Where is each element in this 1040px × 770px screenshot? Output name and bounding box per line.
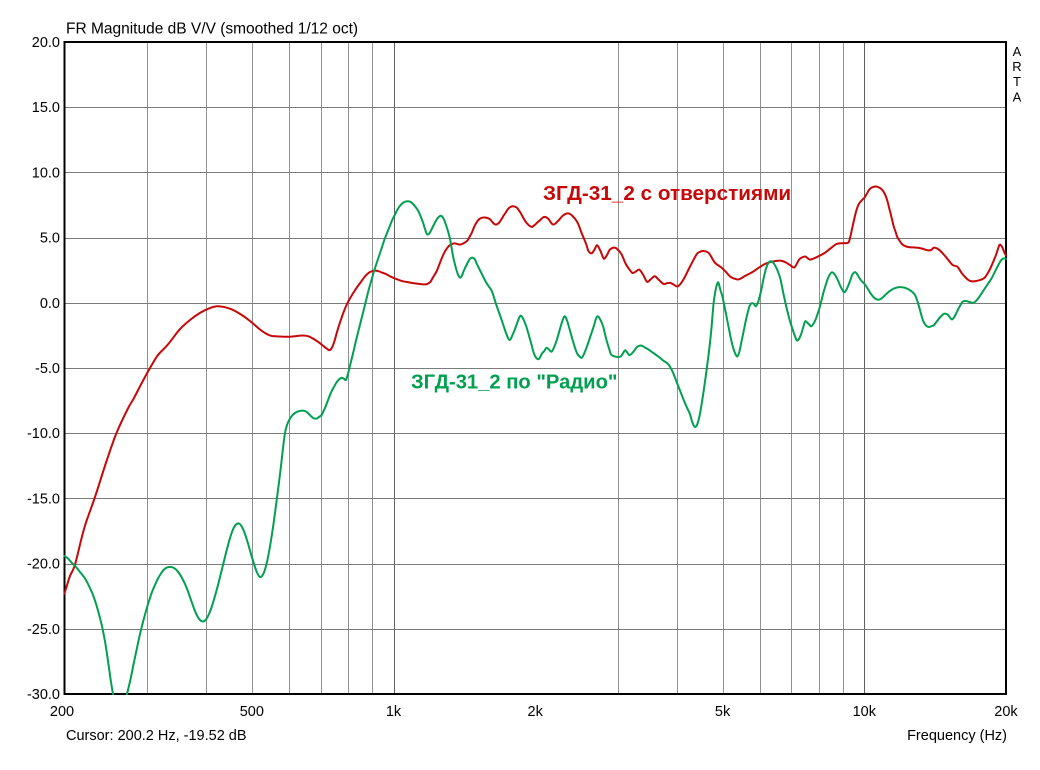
svg-text:A: A [1013,89,1022,104]
svg-text:-10.0: -10.0 [27,426,60,442]
svg-text:20.0: 20.0 [32,35,60,51]
svg-text:ЗГД-31_2 с отверстиями: ЗГД-31_2 с отверстиями [543,182,791,205]
svg-text:-25.0: -25.0 [27,622,60,638]
svg-text:200: 200 [50,704,74,720]
svg-text:15.0: 15.0 [32,100,60,116]
svg-text:ЗГД-31_2 по "Радио": ЗГД-31_2 по "Радио" [411,372,617,394]
svg-text:-30.0: -30.0 [27,687,60,703]
svg-text:-20.0: -20.0 [27,557,60,573]
svg-text:500: 500 [240,704,264,720]
svg-text:20k: 20k [994,704,1018,720]
svg-text:5k: 5k [715,704,731,720]
svg-text:1k: 1k [386,704,402,720]
svg-text:5.0: 5.0 [40,231,60,247]
svg-text:Frequency (Hz): Frequency (Hz) [907,728,1007,744]
svg-text:2k: 2k [528,704,544,720]
svg-text:Cursor: 200.2 Hz, -19.52 dB: Cursor: 200.2 Hz, -19.52 dB [66,728,247,744]
svg-text:A: A [1013,44,1022,59]
svg-text:T: T [1013,74,1021,89]
svg-text:0.0: 0.0 [40,296,60,312]
svg-text:10.0: 10.0 [32,165,60,181]
svg-text:10k: 10k [853,704,877,720]
svg-text:R: R [1012,59,1021,74]
svg-text:-5.0: -5.0 [35,361,60,377]
svg-text:-15.0: -15.0 [27,491,60,507]
svg-text:FR Magnitude dB V/V (smoothed: FR Magnitude dB V/V (smoothed 1/12 oct) [66,21,358,38]
